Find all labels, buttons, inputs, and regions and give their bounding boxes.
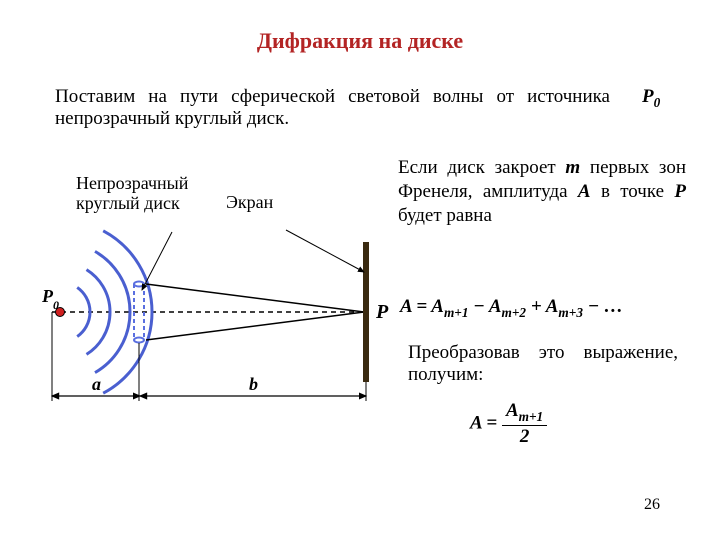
- svg-text:P0: P0: [41, 286, 59, 312]
- svg-text:a: a: [92, 374, 101, 394]
- p0-symbol-top: P0: [642, 86, 660, 111]
- svg-text:P: P: [375, 301, 389, 323]
- optics-diagram: P0 Pa b: [40, 212, 390, 422]
- page-number: 26: [644, 496, 660, 514]
- disk-label: Непрозрачный круглый диск: [76, 174, 206, 214]
- page-title: Дифракция на диске: [0, 28, 720, 54]
- equation-1: A = Am+1 − Am+2 + Am+3 − …: [400, 296, 690, 321]
- paragraph-2: Преобразовав это выражение, получим:: [408, 342, 678, 386]
- screen-label: Экран: [226, 192, 273, 213]
- intro-text: Поставим на пути сферической световой во…: [55, 86, 610, 130]
- equation-2: A = Am+12: [470, 400, 547, 448]
- svg-text:b: b: [249, 374, 258, 394]
- paragraph-1: Если диск закроет m первых зон Френеля, …: [398, 156, 686, 227]
